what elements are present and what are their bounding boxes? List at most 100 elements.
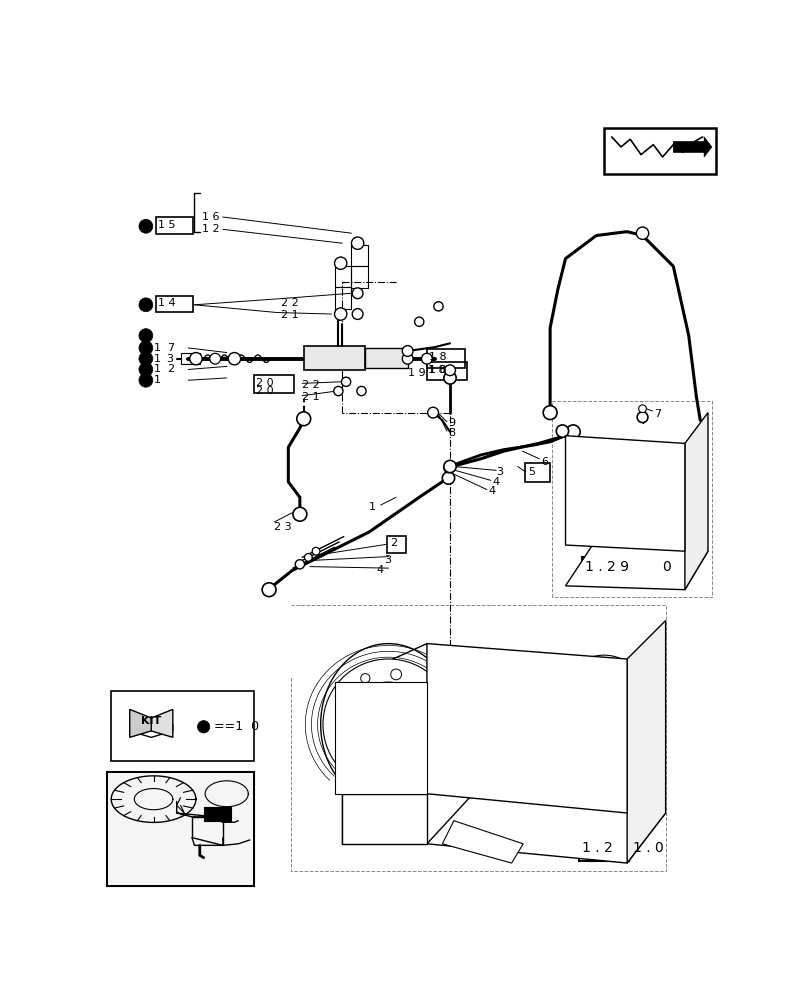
Circle shape: [297, 412, 311, 426]
Circle shape: [427, 407, 438, 418]
Circle shape: [427, 705, 434, 713]
Text: 9: 9: [448, 418, 455, 428]
Text: 1 8: 1 8: [429, 352, 446, 362]
Circle shape: [592, 686, 615, 709]
Text: 6: 6: [540, 457, 547, 467]
Circle shape: [139, 373, 152, 387]
Circle shape: [637, 412, 647, 423]
Circle shape: [600, 530, 609, 539]
Text: 4: 4: [491, 477, 499, 487]
Circle shape: [636, 227, 648, 239]
Bar: [204, 807, 230, 821]
Circle shape: [304, 554, 311, 561]
Bar: [386, 536, 406, 553]
Bar: [156, 217, 192, 234]
Text: KIT: KIT: [141, 716, 161, 726]
Circle shape: [401, 353, 413, 364]
Circle shape: [334, 308, 346, 320]
Circle shape: [139, 363, 152, 376]
Circle shape: [577, 519, 592, 534]
Circle shape: [311, 547, 320, 555]
Text: 1: 1: [153, 364, 161, 374]
Bar: [579, 839, 629, 861]
Circle shape: [139, 329, 152, 343]
Circle shape: [406, 758, 416, 768]
Circle shape: [323, 659, 453, 790]
Circle shape: [444, 365, 455, 376]
Circle shape: [407, 825, 415, 832]
Circle shape: [643, 672, 655, 684]
Polygon shape: [341, 794, 427, 844]
Bar: [351, 266, 368, 288]
Circle shape: [392, 832, 400, 840]
Circle shape: [421, 353, 431, 364]
Polygon shape: [334, 682, 427, 794]
Text: 1: 1: [153, 354, 161, 364]
Text: 1 5: 1 5: [158, 220, 175, 230]
Bar: [365, 348, 407, 368]
Circle shape: [363, 753, 375, 765]
Bar: [108, 773, 252, 885]
Text: 1 2: 1 2: [202, 224, 220, 234]
Text: 1 4: 1 4: [158, 298, 176, 308]
Text: 2: 2: [389, 538, 397, 548]
Text: 3: 3: [384, 555, 391, 565]
Circle shape: [543, 406, 556, 420]
Circle shape: [565, 425, 579, 439]
Bar: [525, 463, 550, 482]
Circle shape: [401, 346, 413, 356]
Circle shape: [643, 791, 655, 804]
Circle shape: [577, 490, 592, 505]
Polygon shape: [684, 413, 707, 590]
Text: 2 2: 2 2: [281, 298, 298, 308]
Text: 7: 7: [654, 409, 660, 419]
Circle shape: [643, 645, 655, 657]
Circle shape: [334, 257, 346, 269]
Circle shape: [341, 377, 350, 386]
Circle shape: [690, 446, 701, 456]
Text: 1: 1: [153, 343, 161, 353]
Text: 1: 1: [369, 502, 375, 512]
Circle shape: [345, 825, 354, 832]
Polygon shape: [427, 644, 626, 813]
Circle shape: [634, 523, 650, 538]
Circle shape: [656, 533, 666, 543]
Text: 2: 2: [166, 364, 174, 374]
Polygon shape: [151, 709, 173, 737]
Circle shape: [293, 507, 307, 521]
Bar: [603, 128, 714, 174]
Circle shape: [643, 764, 655, 777]
Bar: [194, 193, 198, 232]
Text: ==1  0: ==1 0: [214, 720, 260, 733]
Circle shape: [392, 686, 400, 694]
Polygon shape: [672, 137, 711, 157]
Text: 3: 3: [166, 354, 174, 364]
Text: 2 0: 2 0: [255, 386, 273, 396]
Circle shape: [634, 493, 650, 509]
Polygon shape: [626, 620, 665, 863]
Circle shape: [333, 386, 342, 396]
Text: 3: 3: [496, 467, 503, 477]
Circle shape: [634, 464, 650, 480]
Circle shape: [197, 721, 209, 733]
Circle shape: [360, 674, 370, 683]
Bar: [581, 557, 659, 578]
Circle shape: [600, 500, 609, 510]
Circle shape: [345, 694, 354, 701]
Bar: [427, 349, 465, 368]
Polygon shape: [564, 436, 684, 551]
Text: 1 8: 1 8: [428, 365, 445, 375]
Circle shape: [577, 671, 630, 724]
Bar: [334, 287, 351, 309]
Bar: [111, 691, 253, 761]
Circle shape: [444, 463, 453, 473]
Circle shape: [209, 353, 221, 364]
Text: 2 1: 2 1: [302, 392, 320, 402]
Circle shape: [295, 560, 304, 569]
Circle shape: [690, 538, 701, 549]
Circle shape: [556, 425, 568, 437]
Circle shape: [643, 734, 655, 746]
Bar: [180, 353, 200, 364]
Text: 1 6: 1 6: [202, 212, 219, 222]
Polygon shape: [130, 709, 151, 737]
